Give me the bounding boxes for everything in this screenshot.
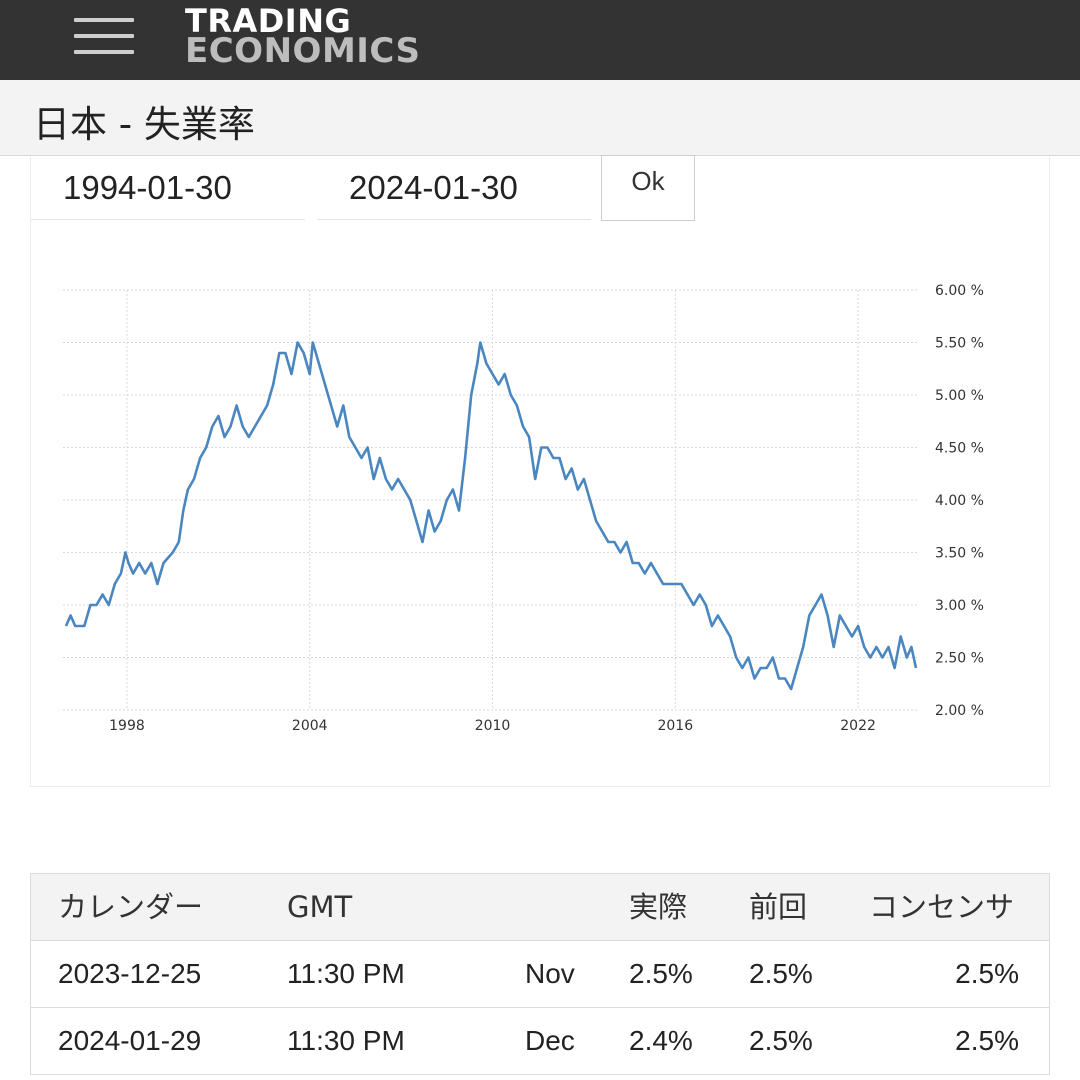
y-tick-label: 2.50 % bbox=[935, 651, 984, 667]
y-tick-label: 6.00 % bbox=[935, 283, 984, 299]
y-tick-label: 5.50 % bbox=[935, 336, 984, 352]
header-gmt: GMT bbox=[287, 890, 353, 924]
row-consensus: 2.5% bbox=[955, 1025, 1019, 1056]
chart-tick-labels: 2.00 % 2.50 % 3.00 % 3.50 % 4.00 % 4.50 % 5.00… bbox=[109, 283, 984, 734]
row-date: 2023-12-25 bbox=[58, 958, 202, 989]
page-title: 日本 - 失業率 bbox=[33, 103, 255, 146]
row-time: 11:30 PM bbox=[287, 958, 405, 989]
start-date-input[interactable] bbox=[31, 157, 305, 220]
table-row[interactable]: 2024-01-29 11:30 PM Dec 2.4% 2.5% 2.5% bbox=[31, 1008, 1049, 1075]
chart-panel: Ok 2.00 % 2.50 % 3.00 % 3.50 % 4.00 % 4.50 % 5… bbox=[30, 155, 1050, 787]
row-previous: 2.5% bbox=[749, 1025, 813, 1056]
logo-line-1: TRADING bbox=[185, 2, 352, 40]
x-tick-label: 2010 bbox=[475, 718, 511, 734]
end-date-input[interactable] bbox=[317, 157, 591, 220]
x-tick-label: 2022 bbox=[840, 718, 876, 734]
x-tick-label: 2016 bbox=[657, 718, 693, 734]
y-tick-label: 4.50 % bbox=[935, 441, 984, 457]
row-time: 11:30 PM bbox=[287, 1025, 405, 1056]
top-navigation-bar: TRADING ECONOMICS bbox=[0, 0, 1080, 80]
y-tick-label: 3.00 % bbox=[935, 598, 984, 614]
row-consensus: 2.5% bbox=[955, 958, 1019, 989]
calendar-table: カレンダー GMT 実際 前回 コンセンサ 2023-12-25 11:30 P… bbox=[30, 873, 1050, 1075]
chart-grid bbox=[63, 289, 919, 711]
calendar-header-row: カレンダー GMT 実際 前回 コンセンサ bbox=[31, 874, 1049, 941]
unemployment-line-chart: 2.00 % 2.50 % 3.00 % 3.50 % 4.00 % 4.50 % 5.00… bbox=[63, 283, 984, 734]
header-actual: 実際 bbox=[629, 890, 688, 924]
y-tick-label: 5.00 % bbox=[935, 388, 984, 404]
row-previous: 2.5% bbox=[749, 958, 813, 989]
header-previous: 前回 bbox=[749, 890, 808, 924]
row-actual: 2.5% bbox=[629, 958, 693, 989]
trading-economics-logo[interactable]: TRADING ECONOMICS bbox=[185, 2, 421, 71]
x-tick-label: 1998 bbox=[109, 718, 145, 734]
row-actual: 2.4% bbox=[629, 1025, 693, 1056]
logo-line-2: ECONOMICS bbox=[185, 31, 421, 71]
ok-button[interactable]: Ok bbox=[601, 155, 695, 221]
row-reference: Nov bbox=[525, 958, 575, 989]
y-tick-label: 4.00 % bbox=[935, 493, 984, 509]
y-tick-label: 2.00 % bbox=[935, 703, 984, 719]
table-row[interactable]: 2023-12-25 11:30 PM Nov 2.5% 2.5% 2.5% bbox=[31, 941, 1049, 1008]
x-tick-label: 2004 bbox=[292, 718, 328, 734]
header-calendar: カレンダー bbox=[58, 890, 204, 924]
row-date: 2024-01-29 bbox=[58, 1025, 202, 1056]
page-title-bar: 日本 - 失業率 bbox=[0, 80, 1080, 156]
y-tick-label: 3.50 % bbox=[935, 546, 984, 562]
header-consensus: コンセンサ bbox=[869, 890, 1015, 924]
hamburger-menu-icon[interactable] bbox=[74, 16, 136, 56]
series-line bbox=[64, 341, 918, 691]
row-reference: Dec bbox=[525, 1025, 575, 1056]
